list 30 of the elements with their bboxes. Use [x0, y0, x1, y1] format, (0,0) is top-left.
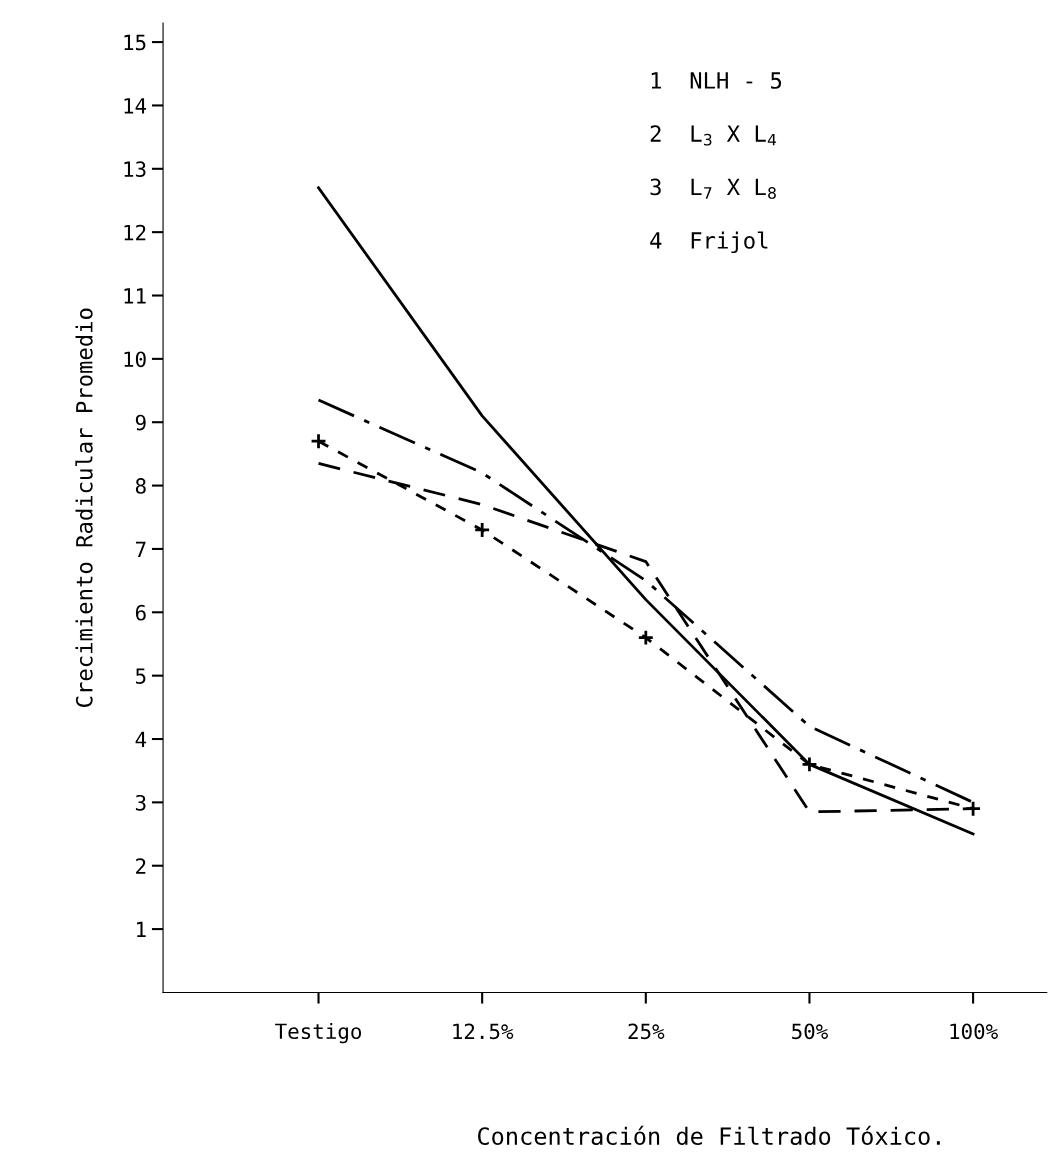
- y-tick-label: 2: [136, 858, 146, 874]
- x-axis-title: Concentración de Filtrado Tóxico.: [478, 1125, 940, 1146]
- annotation: 1 NLH - 5: [651, 72, 782, 89]
- y-axis-title: Crecimiento Radicular Promedio: [75, 308, 93, 707]
- y-tick-label: 13: [124, 161, 146, 178]
- y-tick-label: 4: [135, 731, 147, 747]
- y-tick-label: 3: [135, 794, 146, 811]
- y-tick-label: 14: [124, 98, 147, 114]
- annotation: 2 L$_{3}$ X L$_{4}$: [650, 125, 777, 146]
- y-tick-label: 10: [124, 351, 146, 368]
- x-tick-label: Testigo: [275, 1023, 362, 1044]
- annotation: 4 Frijol: [650, 231, 768, 254]
- x-tick-label: 25%: [628, 1023, 665, 1040]
- point: [310, 432, 327, 450]
- y-tick-label: 15: [124, 34, 146, 51]
- annotation: 3 L$_{7}$ X L$_{8}$: [650, 178, 776, 199]
- point: [637, 629, 655, 646]
- y-tick-label: 5: [136, 668, 146, 684]
- x-tick-label: 12.5%: [453, 1023, 514, 1040]
- point: [473, 521, 491, 539]
- y-tick-label: 9: [135, 414, 146, 431]
- x-tick-label: 50%: [792, 1023, 828, 1040]
- x-tick-label: 100%: [950, 1023, 998, 1040]
- y-tick-label: 1: [137, 921, 146, 938]
- point: [801, 756, 818, 773]
- y-tick-label: 12: [124, 224, 146, 241]
- y-tick-label: 6: [135, 604, 146, 621]
- y-tick-label: 11: [124, 288, 146, 304]
- y-tick-label: 7: [135, 541, 146, 557]
- y-tick-label: 8: [135, 478, 146, 494]
